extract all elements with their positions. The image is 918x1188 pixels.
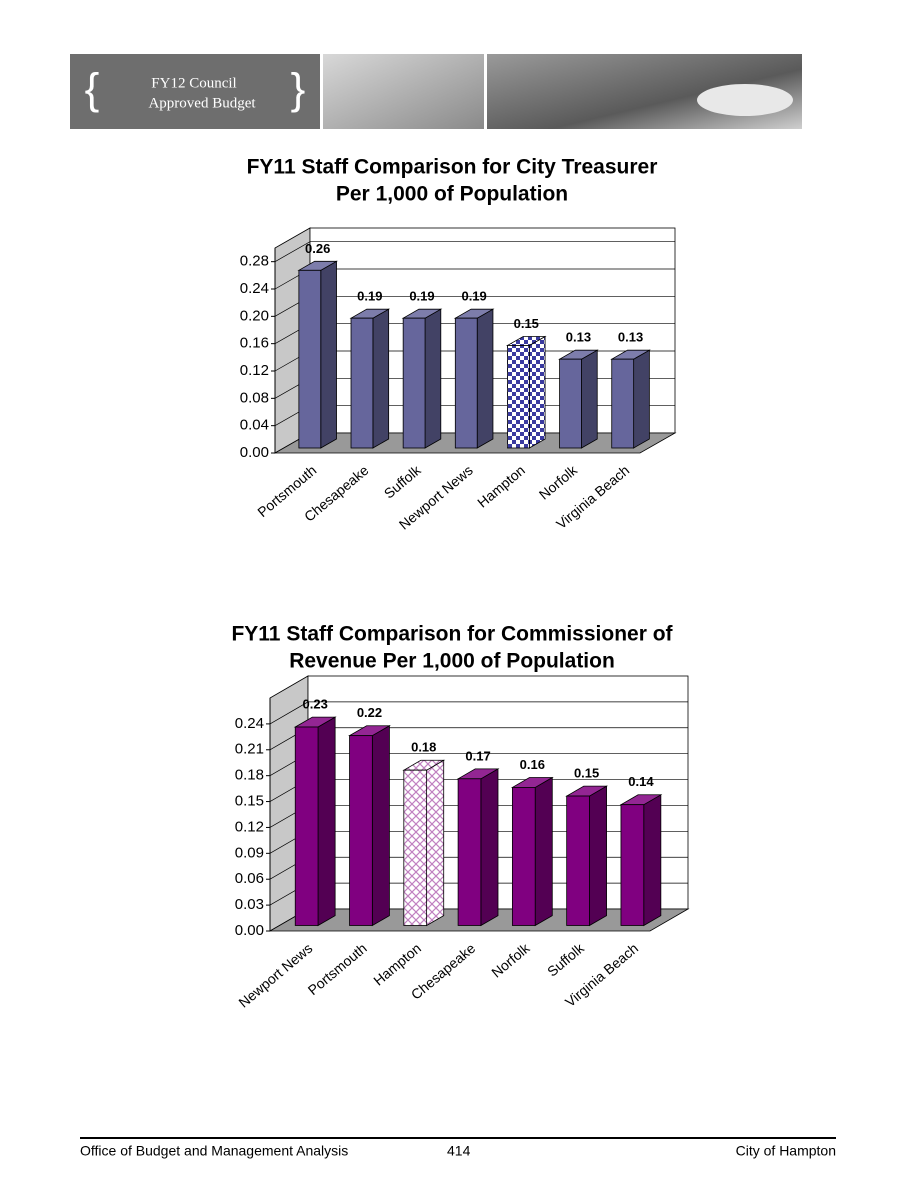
brace: { [85,65,100,114]
bar-front [611,358,635,449]
x-tick-label: Suffolk [544,939,588,979]
bar-side [476,308,494,449]
y-tick-label: 0.12 [240,362,269,379]
bar-side [528,335,546,449]
bar-side [426,759,445,927]
x-tick-label: Newport News [235,940,315,1011]
bar-front [350,317,374,449]
bar-front [403,769,428,926]
y-tick-label: 0.18 [235,767,264,784]
footer-page: 414 [447,1143,471,1159]
bar [349,308,391,449]
y-tick-label: 0.00 [235,922,264,939]
value-label: 0.14 [628,774,654,789]
bar [401,308,443,449]
chart-title: FY11 Staff Comparison for City Treasurer [247,156,658,179]
footer-left: Office of Budget and Management Analysis [80,1143,348,1159]
y-tick-label: 0.03 [235,896,264,913]
x-tick-label: Hampton [370,940,424,989]
bar-front [559,358,582,449]
bar-front [402,317,426,449]
bar [610,349,651,449]
bar-front [507,345,530,449]
bar [558,349,599,449]
header-photo [323,54,484,129]
x-tick-label: Norfolk [536,461,581,502]
bar [453,308,495,449]
bar-side [371,725,390,927]
value-label: 0.18 [411,740,436,755]
bar-front [298,269,322,449]
y-tick-label: 0.21 [235,741,264,758]
grid-line [274,241,675,262]
bar [293,716,337,927]
value-label: 0.23 [303,697,328,712]
y-tick-label: 0.09 [235,844,264,861]
value-label: 0.19 [357,289,382,304]
y-tick-label: 0.12 [235,818,264,835]
bar-side [633,349,650,449]
bar-front [349,735,373,926]
bar-side [643,794,662,927]
chart-title: Per 1,000 of Population [336,183,568,206]
bar-side [581,349,598,449]
y-tick-label: 0.16 [240,335,269,352]
y-tick-label: 0.08 [240,389,269,406]
bar [348,725,391,927]
x-tick-label: Portsmouth [305,940,370,998]
bar-side [424,308,442,449]
footer-right: City of Hampton [736,1143,836,1159]
photo-detail [697,84,793,116]
value-label: 0.19 [461,289,486,304]
value-label: 0.15 [514,316,539,331]
x-tick-label: Suffolk [381,461,425,501]
chart-title: FY11 Staff Comparison for Commissioner o… [231,623,673,646]
bar-side [534,776,553,927]
bar-side [480,768,499,927]
bar [456,768,500,927]
value-label: 0.13 [618,330,643,345]
grid-line [269,701,688,725]
value-label: 0.26 [305,241,330,256]
badge-line: Approved Budget [148,95,256,111]
brace: } [291,65,306,114]
bar [565,785,609,927]
bar [505,335,547,449]
bar-front [294,726,319,926]
bar [510,776,554,927]
header-badge [70,54,320,129]
chart-title: Revenue Per 1,000 of Population [289,650,615,673]
bar [297,260,339,449]
bar-side [317,716,336,927]
bar [619,794,663,927]
bar-front [620,804,645,926]
x-tick-label: Hampton [474,462,528,511]
value-label: 0.22 [357,705,382,720]
bar-front [457,778,482,926]
bar-side [320,260,337,449]
bar [402,759,446,927]
y-tick-label: 0.20 [240,307,269,324]
y-tick-label: 0.24 [240,280,269,297]
y-tick-label: 0.04 [240,417,269,434]
value-label: 0.19 [409,289,434,304]
value-label: 0.16 [520,757,545,772]
y-tick-label: 0.06 [235,870,264,887]
y-tick-label: 0.28 [240,253,269,270]
x-tick-label: Norfolk [488,939,533,980]
y-tick-label: 0.24 [235,715,264,732]
bar-front [454,317,478,449]
y-tick-label: 0.15 [235,793,264,810]
bar-front [566,795,590,926]
y-tick-label: 0.00 [240,444,269,461]
bar-front [511,787,536,926]
value-label: 0.13 [566,330,591,345]
value-label: 0.15 [574,766,599,781]
badge-line: FY12 Council [151,75,236,91]
value-label: 0.17 [465,748,490,763]
bar-side [372,308,390,449]
bar-side [589,785,607,927]
